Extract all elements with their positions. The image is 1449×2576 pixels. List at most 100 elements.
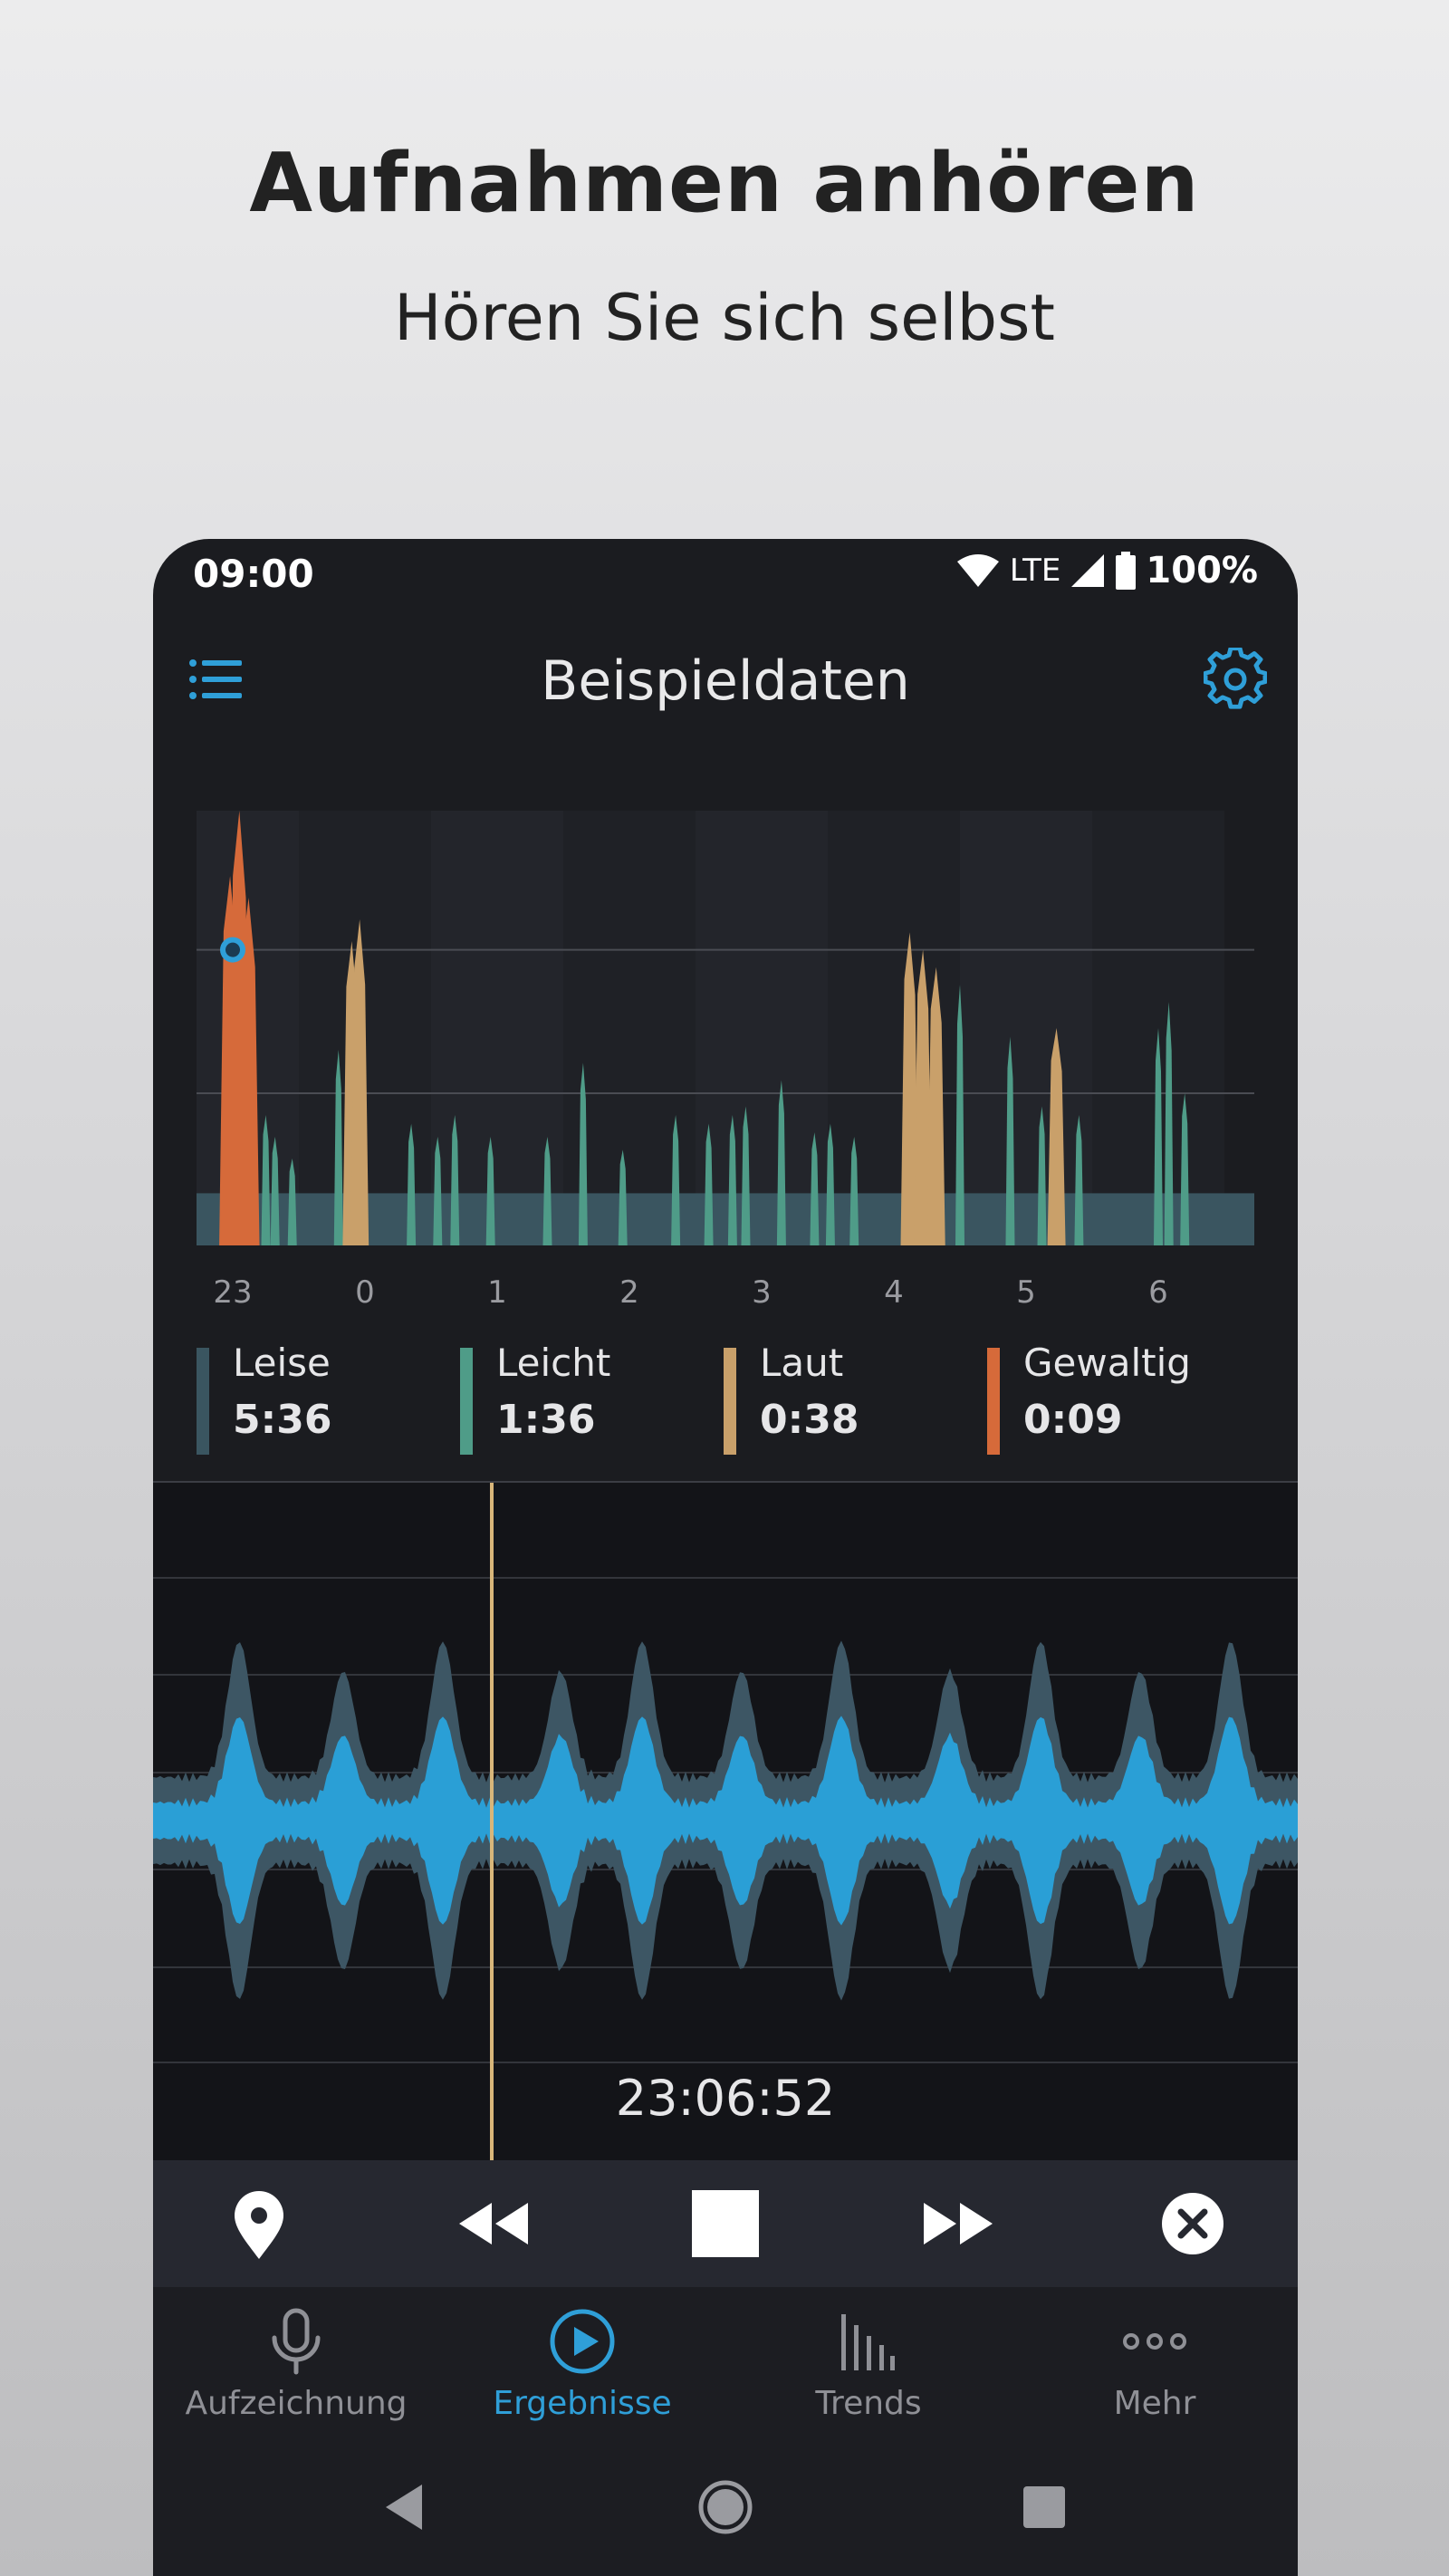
gear-icon [1203,646,1268,709]
chart-peak-leicht [810,1132,820,1245]
legend-item-leicht: Leicht 1:36 [460,1341,723,1455]
chart-peak-leicht [333,1050,343,1245]
more-dots-icon [1123,2333,1186,2350]
status-icons: LTE 100% [955,550,1258,591]
nav-item-ergebnisse[interactable]: Ergebnisse [439,2305,725,2441]
close-circle-icon [1162,2193,1223,2254]
legend-duration: 1:36 [496,1397,596,1443]
chart-peak-leicht [261,1115,271,1245]
chart-peak-gewaltig [237,898,260,1245]
promo-subtitle: Hören Sie sich selbst [394,281,1055,355]
chart-x-tick: 3 [752,1274,772,1311]
system-back-button[interactable] [375,2475,438,2539]
network-type: LTE [1009,553,1061,589]
close-player-button[interactable] [1152,2183,1233,2264]
stop-button[interactable] [685,2183,766,2264]
nav-label: Ergebnisse [493,2385,672,2422]
chart-hour-band [960,811,1092,1245]
rewind-button[interactable] [452,2183,533,2264]
battery-icon [1116,552,1137,590]
chart-peak-leicht [727,1115,737,1245]
bar-chart-icon [841,2314,895,2370]
wifi-icon [956,554,999,587]
chart-peak-leicht [1164,1002,1174,1245]
chart-peak-laut [914,949,933,1245]
app-title: Beispieldaten [541,649,910,713]
status-time: 09:00 [193,552,314,596]
chart-peak-leicht [485,1137,495,1245]
chart-peak-leicht [1037,1106,1047,1245]
legend-color-swatch [987,1348,1000,1455]
legend-duration: 0:38 [760,1397,859,1443]
battery-percentage: 100% [1146,550,1258,591]
chart-peak-laut [900,932,919,1245]
noise-chart[interactable] [197,793,1254,1282]
chart-peak-laut [1047,1028,1066,1245]
settings-button[interactable] [1203,646,1268,711]
waveform-panel[interactable]: 23:06:52 [153,1483,1298,2160]
chart-peak-leicht [1154,1028,1163,1245]
mark-location-button[interactable] [218,2183,300,2264]
legend-item-leise: Leise 5:36 [197,1341,459,1455]
chart-x-axis: 23 0 1 2 3 4 5 6 [197,1274,1254,1320]
nav-label: Aufzeichnung [185,2385,408,2422]
playback-toolbar [153,2160,1298,2287]
nav-label: Mehr [1113,2385,1196,2422]
chart-peak-leicht [1005,1036,1015,1245]
chart-peak-leicht [1074,1115,1084,1245]
chart-x-tick: 0 [355,1274,375,1311]
nav-item-mehr[interactable]: Mehr [1012,2305,1298,2441]
signal-icon [1071,554,1105,587]
waveform-signal [153,1716,1298,1926]
chart-peak-leicht [450,1115,460,1245]
system-navigation [153,2441,1298,2576]
promo-title: Aufnahmen anhören [249,136,1200,231]
microphone-icon [272,2308,321,2375]
play-circle-icon [550,2309,615,2374]
audio-waveform[interactable] [153,1483,1298,2160]
chart-peak-leicht [776,1080,786,1245]
system-recents-button[interactable] [1012,2475,1076,2539]
recents-icon [1023,2486,1065,2528]
chart-peak-leicht [825,1123,835,1245]
legend-label: Gewaltig [1023,1341,1191,1385]
system-home-button[interactable] [694,2475,757,2539]
bottom-navigation: Aufzeichnung Ergebnisse Trends [153,2287,1298,2441]
legend-color-swatch [197,1348,209,1455]
divider [153,1481,1298,1483]
chart-peak-laut [350,919,369,1245]
phone-screen: 09:00 LTE 100% [153,539,1298,2576]
playback-timestamp: 23:06:52 [615,2070,836,2127]
legend-item-laut: Laut 0:38 [724,1341,986,1455]
app-bar: Beispieldaten [153,630,1298,729]
list-menu-button[interactable] [184,648,247,711]
nav-label: Trends [815,2385,922,2422]
chart-peak-leicht [671,1115,681,1245]
chart-x-tick: 23 [213,1274,253,1311]
back-icon [386,2485,422,2530]
legend-label: Leise [233,1341,331,1385]
chart-peak-leicht [741,1106,751,1245]
chart-peak-leicht [618,1149,628,1245]
fast-forward-icon [924,2203,993,2244]
chart-x-tick: 5 [1016,1274,1036,1311]
chart-x-tick: 4 [884,1274,904,1311]
nav-item-trends[interactable]: Trends [725,2305,1012,2441]
chart-peak-leicht [955,985,964,1245]
nav-item-aufzeichnung[interactable]: Aufzeichnung [153,2305,439,2441]
legend-duration: 0:09 [1023,1397,1123,1443]
rewind-icon [459,2203,528,2244]
legend-item-gewaltig: Gewaltig 0:09 [987,1341,1250,1455]
chart-hour-band [696,811,828,1245]
chart-peak-leicht [407,1123,417,1245]
fast-forward-button[interactable] [918,2183,1000,2264]
legend-color-swatch [460,1348,473,1455]
legend-label: Laut [760,1341,844,1385]
chart-peak-leicht [849,1137,859,1245]
location-pin-icon [235,2191,283,2259]
chart-threshold-handle-inner [226,942,240,957]
playback-cursor[interactable] [490,1483,494,2160]
home-icon [698,2480,753,2534]
chart-peak-laut [926,966,945,1245]
chart-x-tick: 6 [1148,1274,1168,1311]
